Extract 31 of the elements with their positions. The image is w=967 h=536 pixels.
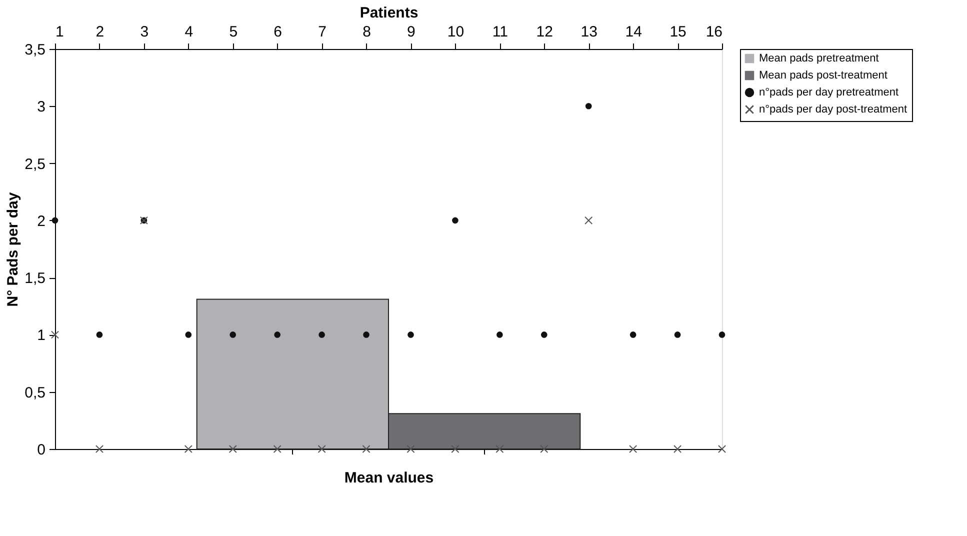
legend-label: Mean pads pretreatment bbox=[759, 52, 879, 64]
x2-tick-label: 10 bbox=[447, 24, 464, 40]
y-tick-label: 2 bbox=[37, 212, 46, 230]
x2-tick-label: 7 bbox=[318, 24, 326, 40]
y-tick-label: 0,5 bbox=[24, 384, 46, 402]
x-axis-title: Mean values bbox=[344, 470, 434, 486]
legend-label: n°pads per day post-treatment bbox=[759, 104, 908, 116]
x2-tick-label: 6 bbox=[274, 24, 282, 40]
x2-axis-title: Patients bbox=[360, 4, 418, 22]
x2-tick-label: 3 bbox=[140, 24, 149, 40]
y-tick-label: 2,5 bbox=[24, 156, 46, 173]
x2-tick-label: 1 bbox=[56, 24, 64, 40]
y-tick-label: 1,5 bbox=[24, 270, 46, 288]
x2-tick-label: 16 bbox=[706, 24, 722, 40]
x2-tick-label: 13 bbox=[580, 24, 598, 40]
x2-tick-label: 4 bbox=[184, 24, 194, 40]
legend-label: n°pads per day pretreatment bbox=[759, 86, 899, 98]
x2-tick-label: 2 bbox=[96, 24, 104, 40]
x2-tick-label: 8 bbox=[362, 24, 371, 40]
x2-tick-label: 5 bbox=[229, 24, 238, 40]
y-tick-label: 1 bbox=[37, 327, 46, 344]
x2-tick-label: 11 bbox=[492, 24, 508, 40]
x2-tick-label: 15 bbox=[670, 24, 686, 40]
y-tick-label: 0 bbox=[37, 442, 46, 458]
x2-tick-label: 14 bbox=[625, 24, 642, 40]
legend-label: Mean pads post-treatment bbox=[759, 70, 888, 82]
x2-tick-label: 9 bbox=[407, 24, 416, 40]
y-axis-title: N° Pads per day bbox=[4, 192, 22, 307]
y-tick-label: 3 bbox=[37, 98, 46, 116]
x2-tick-label: 12 bbox=[536, 24, 553, 40]
y-tick-label: 3,5 bbox=[24, 42, 46, 58]
